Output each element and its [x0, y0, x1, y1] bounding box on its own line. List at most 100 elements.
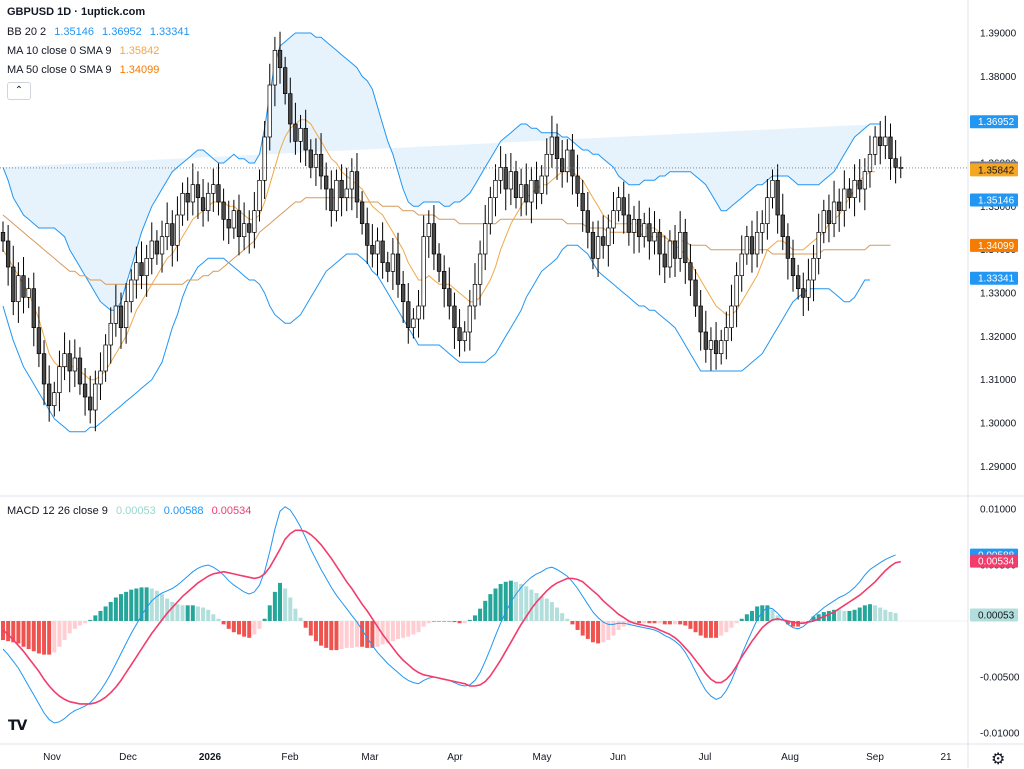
macd-histogram-bar	[129, 589, 134, 621]
candle-body	[524, 184, 529, 203]
candle-body	[344, 188, 349, 199]
candle-body	[31, 288, 36, 329]
candle-body	[816, 231, 821, 259]
candle-body	[277, 49, 283, 69]
time-axis-label: Feb	[281, 752, 299, 763]
time-axis-label: Jul	[699, 752, 712, 763]
candle-body	[508, 171, 514, 190]
candle-body	[698, 305, 703, 333]
macd-histogram-bar	[873, 605, 878, 621]
macd-histogram-bar	[113, 597, 118, 621]
macd-histogram-bar	[560, 613, 565, 621]
candle-body	[395, 253, 401, 285]
macd-histogram-bar	[83, 621, 88, 624]
candle-body	[411, 318, 416, 329]
macd-histogram-bar	[652, 621, 657, 624]
macd-histogram-bar	[791, 621, 796, 627]
candle-body	[159, 236, 165, 255]
macd-histogram-bar	[21, 621, 26, 647]
macd-histogram-bar	[334, 621, 339, 651]
candle-body	[313, 153, 319, 168]
macd-histogram-bar	[642, 621, 647, 624]
macd-histogram-bar	[380, 621, 385, 645]
bb-legend[interactable]: BB 20 2 1.35146 1.36952 1.33341	[7, 26, 195, 39]
macd-legend-label: MACD 12 26 close 9	[7, 505, 108, 517]
candle-body	[611, 210, 616, 229]
ma50-legend[interactable]: MA 50 close 0 SMA 9 1.34099	[7, 64, 164, 77]
macd-histogram-bar	[247, 621, 252, 638]
macd-histogram-bar	[467, 619, 472, 621]
macd-histogram-bar	[755, 606, 760, 621]
candle-body	[765, 197, 770, 225]
bb-upper-line	[2, 32, 881, 311]
macd-histogram-bar	[134, 588, 139, 621]
macd-histogram-bar	[206, 609, 211, 621]
candle-body	[806, 279, 811, 298]
candle-body	[821, 210, 826, 233]
macd-histogram-bar	[288, 597, 293, 621]
time-axis-label: May	[533, 752, 552, 763]
macd-histogram-bar	[631, 621, 636, 624]
candle-body	[503, 166, 508, 190]
candle-body	[790, 257, 796, 277]
candle-body	[811, 257, 816, 281]
candle-body	[26, 288, 31, 298]
candle-body	[575, 175, 580, 194]
macd-legend[interactable]: MACD 12 26 close 9 0.00053 0.00588 0.005…	[7, 505, 256, 518]
chevron-up-icon[interactable]: ⌃	[7, 82, 31, 100]
candle-body	[760, 223, 765, 233]
macd-histogram-bar	[765, 605, 770, 621]
ma10-value: 1.35842	[119, 45, 160, 57]
candle-body	[683, 231, 688, 264]
macd-histogram-bar	[555, 607, 560, 621]
candle-body	[621, 197, 626, 216]
candle-body	[688, 262, 693, 281]
macd-histogram-bar	[416, 621, 421, 633]
macd-histogram-bar	[472, 615, 477, 621]
ma10-legend[interactable]: MA 10 close 0 SMA 9 1.35842	[7, 45, 164, 58]
candle-body	[801, 288, 806, 298]
candle-body	[82, 383, 88, 398]
macd-hist-value: 0.00053	[115, 505, 156, 517]
candle-body	[795, 275, 801, 290]
candle-body	[93, 383, 98, 411]
macd-histogram-bar	[549, 601, 554, 621]
price-badge	[970, 271, 1018, 285]
candle-body	[67, 353, 72, 372]
candle-body	[139, 262, 144, 277]
candle-body	[0, 231, 6, 242]
candle-body	[872, 136, 878, 155]
macd-histogram-bar	[139, 587, 144, 621]
gear-icon[interactable]: ⚙	[991, 751, 1006, 768]
macd-histogram-bar	[514, 581, 518, 621]
macd-histogram-bar	[67, 621, 72, 634]
candle-body	[601, 236, 606, 246]
candle-body	[703, 331, 708, 350]
macd-signal-value: 0.00534	[211, 505, 252, 517]
macd-badge	[970, 554, 1018, 568]
macd-histogram-bar	[354, 621, 359, 647]
candle-body	[862, 171, 867, 190]
macd-histogram-bar	[616, 621, 621, 630]
macd-histogram-bar	[98, 610, 103, 621]
candle-body	[893, 158, 898, 168]
macd-badge-label: 0.00053	[978, 611, 1015, 622]
candle-body	[200, 197, 206, 212]
candle-body	[534, 179, 539, 194]
candle-body	[580, 192, 585, 212]
macd-histogram-bar	[662, 621, 667, 625]
candle-body	[288, 93, 293, 125]
candle-body	[678, 231, 683, 259]
candle-body	[565, 149, 570, 173]
macd-histogram-bar	[293, 608, 298, 621]
candle-body	[739, 253, 744, 277]
candle-body	[149, 240, 154, 259]
time-axis-label: Mar	[361, 752, 379, 763]
macd-histogram-bar	[749, 610, 754, 621]
macd-histogram-bar	[724, 621, 729, 633]
candle-body	[529, 179, 534, 203]
price-axis-tick: 1.33000	[980, 289, 1017, 300]
macd-histogram-bar	[201, 607, 206, 621]
candle-body	[493, 179, 498, 199]
